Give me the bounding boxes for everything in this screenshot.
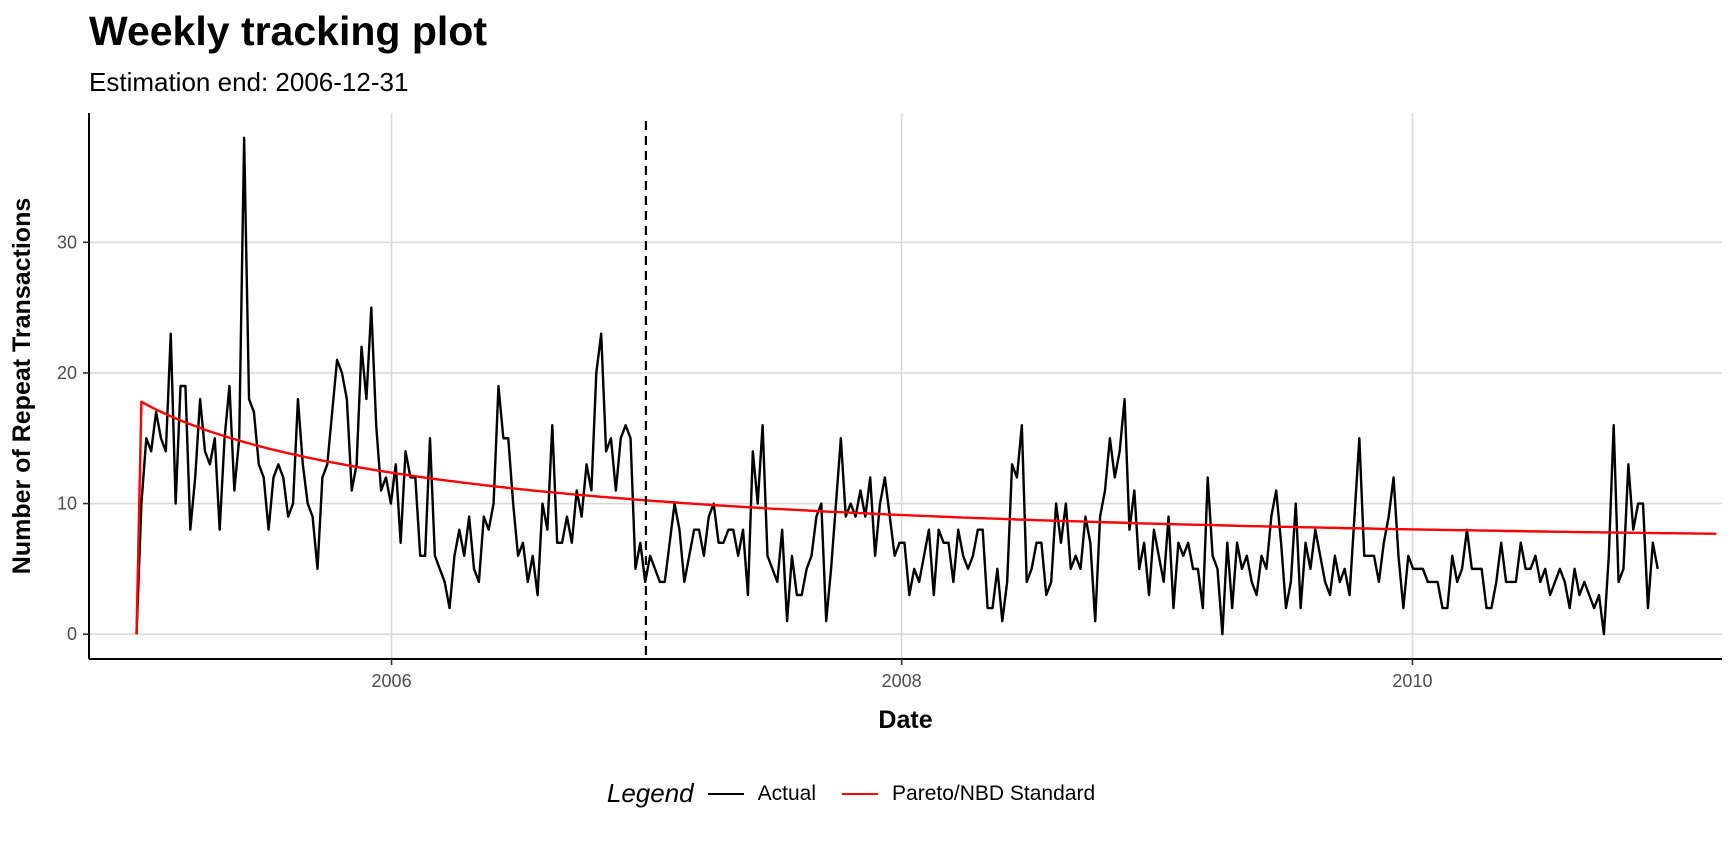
x-tick-label: 2006 <box>372 671 412 691</box>
legend-key-actual <box>707 792 744 795</box>
y-tick-label: 20 <box>57 363 77 383</box>
y-axis-title: Number of Repeat Transactions <box>8 198 36 574</box>
chart-title: Weekly tracking plot <box>89 8 487 54</box>
y-tick-label: 30 <box>57 232 77 252</box>
x-tick-label: 2010 <box>1392 671 1432 691</box>
legend-label-actual: Actual <box>757 781 817 805</box>
x-axis-title: Date <box>878 706 932 734</box>
legend: Legend Actual Pareto/NBD Standard <box>0 778 1728 809</box>
series-line-pareto-nbd <box>135 400 1717 635</box>
x-tick-label: 2008 <box>882 671 922 691</box>
y-tick-label: 0 <box>67 624 77 644</box>
legend-item-pareto-nbd: Pareto/NBD Standard <box>842 782 1095 806</box>
legend-label-pareto-nbd: Pareto/NBD Standard <box>892 781 1096 805</box>
y-tick-label: 10 <box>57 494 77 514</box>
chart-subtitle: Estimation end: 2006-12-31 <box>89 67 409 97</box>
legend-title: Legend <box>606 778 694 808</box>
series-line-actual <box>135 136 1659 636</box>
legend-key-pareto-nbd <box>842 792 879 795</box>
legend-item-actual: Actual <box>707 781 817 806</box>
